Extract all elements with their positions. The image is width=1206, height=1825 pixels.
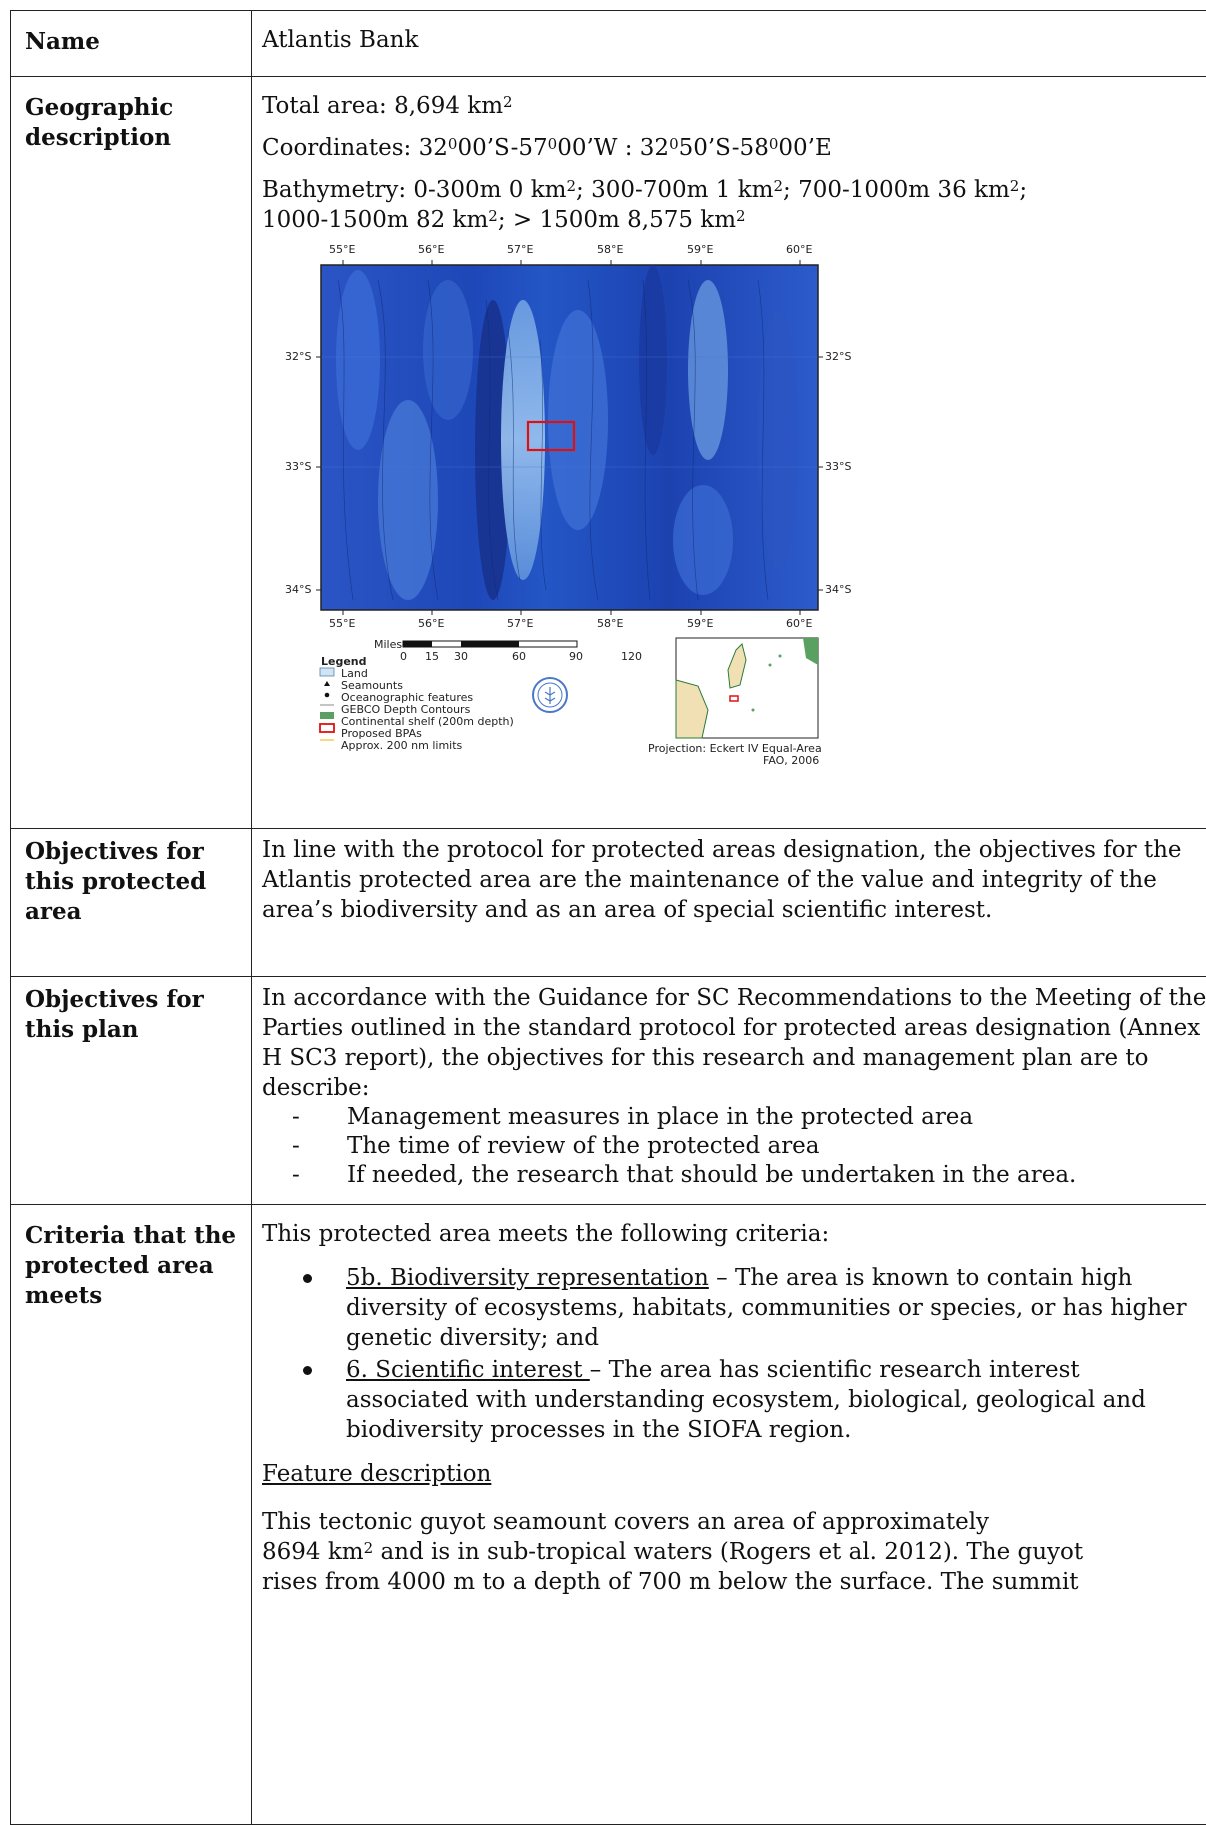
list-item: If needed, the research that should be u… <box>347 1161 1206 1190</box>
lat-label: 34°S <box>285 583 311 596</box>
criteria-label: Criteria that the protected area meets <box>11 1205 251 1311</box>
lon-label: 59°E <box>687 243 713 256</box>
scale-tick: 90 <box>569 650 583 663</box>
inset-map <box>676 638 818 738</box>
criteria-label-cell: Criteria that the protected area meets <box>11 1205 252 1825</box>
feature-text: This tectonic guyot seamount covers an a… <box>262 1507 1206 1597</box>
obj-plan-list: Management measures in place in the prot… <box>262 1103 1206 1190</box>
criteria-intro: This protected area meets the following … <box>262 1219 1206 1249</box>
obj-plan-label: Objectives for this plan <box>11 977 251 1045</box>
list-item: 6. Scientific interest – The area has sc… <box>346 1355 1206 1445</box>
lat-label: 33°S <box>825 460 851 473</box>
lat-label: 34°S <box>825 583 851 596</box>
obj-area-label-cell: Objectives for this protected area <box>11 829 252 977</box>
legend: Legend Land Seamounts Oceanographic feat… <box>321 656 514 752</box>
lon-label: 55°E <box>329 617 355 630</box>
lon-label: 60°E <box>786 617 812 630</box>
lon-label: 58°E <box>597 617 623 630</box>
obj-plan-label-cell: Objectives for this plan <box>11 977 252 1205</box>
lon-label: 56°E <box>418 243 444 256</box>
name-value-cell: Atlantis Bank <box>252 11 1206 77</box>
lon-label: 56°E <box>418 617 444 630</box>
bathymetry-map: 55°E 56°E 57°E 58°E 59°E 60°E 55°E 56°E … <box>258 240 838 785</box>
geo-text: Total area: 8,694 km2 Coordinates: 32000… <box>252 77 1206 235</box>
geo-label-cell: Geographic description <box>11 77 252 829</box>
name-label: Name <box>11 11 251 57</box>
obj-area-value-cell: In line with the protocol for protected … <box>252 829 1206 977</box>
scale-title: Miles <box>374 638 402 651</box>
scale-tick: 60 <box>512 650 526 663</box>
geo-label: Geographic description <box>11 77 251 153</box>
lon-label: 57°E <box>507 243 533 256</box>
list-item: The time of review of the protected area <box>347 1132 1206 1161</box>
coordinates: Coordinates: 32000’S-57000’W : 32050’S-5… <box>262 133 1206 163</box>
scale-tick: 120 <box>621 650 642 663</box>
obj-area-label: Objectives for this protected area <box>11 829 251 927</box>
list-item: Management measures in place in the prot… <box>347 1103 1206 1132</box>
legend-item-limits: Approx. 200 nm limits <box>341 740 514 752</box>
obj-plan-value-cell: In accordance with the Guidance for SC R… <box>252 977 1206 1205</box>
name-value: Atlantis Bank <box>252 11 1206 55</box>
criteria-list: 5b. Biodiversity representation – The ar… <box>262 1263 1206 1445</box>
list-item: 5b. Biodiversity representation – The ar… <box>346 1263 1206 1353</box>
total-area: Total area: 8,694 km2 <box>262 91 1206 121</box>
lat-label: 32°S <box>285 350 311 363</box>
lon-label: 57°E <box>507 617 533 630</box>
bathymetry: Bathymetry: 0-300m 0 km2; 300-700m 1 km2… <box>262 175 1206 235</box>
criteria-value-cell: This protected area meets the following … <box>252 1205 1206 1825</box>
lon-label: 60°E <box>786 243 812 256</box>
lon-label: 59°E <box>687 617 713 630</box>
obj-plan-text: In accordance with the Guidance for SC R… <box>262 983 1206 1103</box>
lat-label: 33°S <box>285 460 311 473</box>
credit-note: FAO, 2006 <box>763 754 819 767</box>
fao-logo <box>533 678 567 712</box>
feature-heading: Feature description <box>262 1459 1206 1489</box>
lat-label: 32°S <box>825 350 851 363</box>
lon-label: 58°E <box>597 243 623 256</box>
obj-area-text: In line with the protocol for protected … <box>252 829 1206 925</box>
name-label-cell: Name <box>11 11 252 77</box>
scale-bar <box>403 641 577 647</box>
lon-label: 55°E <box>329 243 355 256</box>
